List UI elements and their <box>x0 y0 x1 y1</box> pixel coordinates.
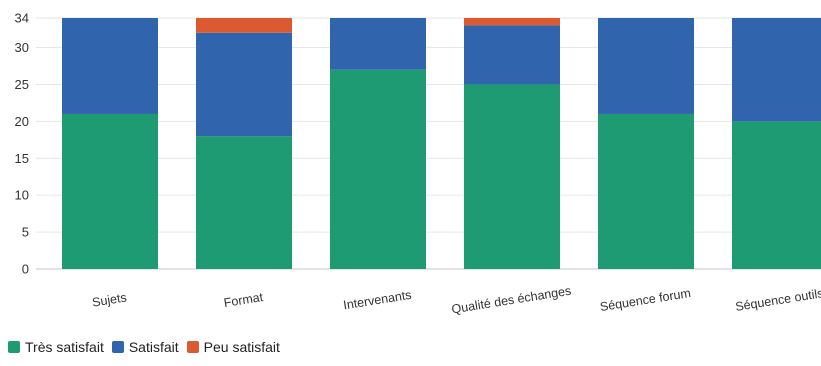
y-tick-label: 25 <box>15 77 29 92</box>
y-tick-label: 10 <box>15 188 29 203</box>
bar-segment[interactable] <box>330 69 426 269</box>
y-tick-label: 20 <box>15 114 29 129</box>
bar-segment[interactable] <box>62 113 158 270</box>
y-tick-label: 5 <box>22 225 29 240</box>
legend-swatch-peu-satisfait <box>186 341 199 353</box>
legend-swatch-satisfait <box>111 341 124 353</box>
x-axis-categories: Sujets Format Intervenants Qualité des écha… <box>91 284 821 317</box>
legend-item-satisfait[interactable]: Satisfait <box>111 339 179 355</box>
x-category-label: Sujets <box>91 290 128 309</box>
bar-segment[interactable] <box>62 18 158 114</box>
bar-segment[interactable] <box>196 32 292 137</box>
bar-segment[interactable] <box>598 18 694 114</box>
legend-label-peu-satisfait: Peu satisfait <box>203 339 280 355</box>
legend-label-satisfait: Satisfait <box>128 339 179 355</box>
x-category-label: Intervenants <box>342 288 412 313</box>
bar-segment[interactable] <box>732 121 821 270</box>
y-tick-label: 0 <box>22 262 29 277</box>
legend-item-tres-satisfait[interactable]: Très satisfait <box>8 339 104 355</box>
y-tick-label: 15 <box>15 151 29 166</box>
legend: Très satisfait Satisfait Peu satisfait <box>8 339 288 355</box>
bar-segment[interactable] <box>196 18 292 33</box>
x-category-label: Séquence outils <box>734 286 821 314</box>
y-tick-label: 34 <box>15 11 29 26</box>
x-category-label: Séquence forum <box>599 286 692 314</box>
bar-segment[interactable] <box>464 84 560 269</box>
bar-segment[interactable] <box>464 25 560 85</box>
legend-swatch-tres-satisfait <box>8 341 20 353</box>
legend-item-peu-satisfait[interactable]: Peu satisfait <box>186 339 280 355</box>
bar-segment[interactable] <box>464 18 560 26</box>
x-category-label: Qualité des échanges <box>451 284 573 317</box>
x-category-label: Format <box>223 290 265 310</box>
bars <box>62 18 821 270</box>
bar-segment[interactable] <box>732 18 821 122</box>
legend-label-tres-satisfait: Très satisfait <box>25 339 104 355</box>
bar-segment[interactable] <box>598 113 694 270</box>
bar-segment[interactable] <box>196 136 292 269</box>
y-axis-ticks: 0 5 10 15 20 25 30 34 <box>15 11 29 277</box>
gridlines <box>36 17 821 270</box>
y-tick-label: 30 <box>15 40 29 55</box>
bar-segment[interactable] <box>330 18 426 70</box>
